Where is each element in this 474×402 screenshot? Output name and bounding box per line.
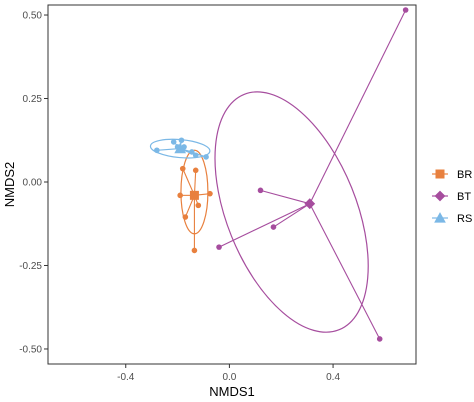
- spider-line-bt-4: [273, 203, 311, 228]
- point-rs-1: [154, 147, 160, 154]
- x-tick-label-3: 0.4: [326, 372, 340, 383]
- y-tick-label-1: 0.50: [23, 11, 43, 22]
- point-br-4: [207, 190, 213, 197]
- point-br-6: [195, 202, 202, 209]
- legend: BR BT RS: [432, 169, 472, 225]
- point-bt-4: [270, 224, 277, 230]
- point-rs-3: [178, 137, 185, 144]
- point-rs-7: [192, 152, 199, 159]
- point-bt-2: [257, 187, 264, 194]
- centroid-rs: [174, 142, 187, 154]
- legend-key-rs: [432, 212, 448, 223]
- legend-key-marker-bt: [434, 190, 446, 202]
- legend-label-br: BR: [457, 169, 472, 181]
- legend-item-br: BR: [432, 169, 472, 181]
- centroid-br: [189, 190, 199, 200]
- point-br-2: [192, 167, 199, 174]
- y-tick-label-3: 0.00: [23, 177, 43, 188]
- legend-label-rs: RS: [457, 213, 472, 225]
- series-bt: [214, 7, 409, 342]
- x-tick-label-2: 0.0: [222, 372, 236, 383]
- panel-border: [47, 4, 417, 365]
- x-tick-label-1: -0.4: [117, 372, 135, 383]
- point-bt-1: [402, 7, 409, 13]
- centroid-bt: [304, 198, 316, 210]
- legend-key-bt: [432, 190, 448, 202]
- plot-area: [149, 7, 409, 342]
- point-br-5: [182, 214, 189, 220]
- x-axis: -0.4 0.0 0.4: [117, 364, 340, 383]
- point-br-3: [177, 192, 183, 199]
- point-rs-8: [203, 154, 209, 160]
- legend-key-marker-rs: [434, 212, 446, 223]
- legend-item-bt: BT: [432, 190, 471, 203]
- point-br-1: [179, 165, 186, 172]
- y-axis-title: NMDS2: [2, 162, 17, 208]
- point-br-7: [191, 247, 198, 254]
- legend-label-bt: BT: [457, 191, 471, 203]
- y-axis: 0.50 0.25 0.00 -0.25 -0.50: [19, 11, 48, 355]
- legend-key-marker-br: [435, 169, 445, 179]
- legend-item-rs: RS: [432, 212, 472, 225]
- spider-line-bt-1: [309, 9, 407, 204]
- legend-key-br: [432, 169, 448, 179]
- spider-line-bt-3: [218, 203, 310, 248]
- y-tick-label-2: 0.25: [23, 94, 43, 105]
- y-tick-label-5: -0.50: [19, 344, 42, 355]
- series-rs: [149, 137, 211, 160]
- point-bt-3: [216, 244, 222, 250]
- y-tick-label-4: -0.25: [19, 261, 42, 272]
- spider-line-bt-5: [309, 203, 381, 340]
- series-br: [177, 149, 213, 254]
- point-bt-5: [376, 336, 383, 342]
- x-axis-title: NMDS1: [209, 384, 255, 399]
- point-rs-2: [170, 139, 177, 145]
- point-rs-6: [189, 149, 195, 155]
- ellipse-bt: [214, 91, 369, 333]
- spider-line-bt-2: [260, 189, 310, 205]
